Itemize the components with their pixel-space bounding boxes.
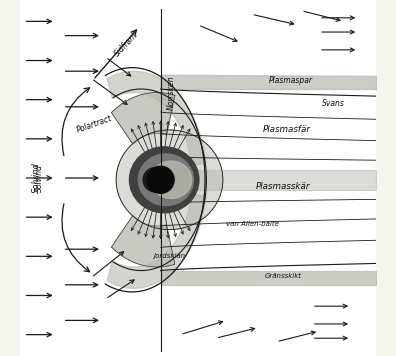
Text: van Allen-bälte: van Allen-bälte: [227, 221, 279, 227]
Text: Solvind: Solvind: [35, 164, 44, 192]
Polygon shape: [111, 215, 175, 267]
Text: Plasmasskär: Plasmasskär: [256, 182, 311, 192]
Text: Norrsken: Norrsken: [167, 75, 176, 110]
Text: Gränsskikt: Gränsskikt: [265, 273, 302, 279]
Circle shape: [147, 166, 174, 193]
Text: Sidfrant: Sidfrant: [113, 30, 140, 59]
Text: Polartract: Polartract: [76, 114, 114, 135]
Polygon shape: [107, 71, 206, 166]
Text: Svans: Svans: [322, 99, 345, 108]
Polygon shape: [107, 193, 206, 288]
Text: Plasmaspar: Plasmaspar: [268, 75, 312, 85]
Text: Jordskian: Jordskian: [154, 253, 186, 259]
Ellipse shape: [129, 147, 199, 213]
Ellipse shape: [116, 130, 223, 230]
Ellipse shape: [138, 154, 194, 206]
Text: Plasmasfär: Plasmasfär: [263, 125, 311, 135]
Ellipse shape: [151, 161, 192, 199]
Circle shape: [143, 168, 168, 192]
Polygon shape: [111, 93, 175, 144]
Text: Solvind: Solvind: [32, 163, 40, 193]
